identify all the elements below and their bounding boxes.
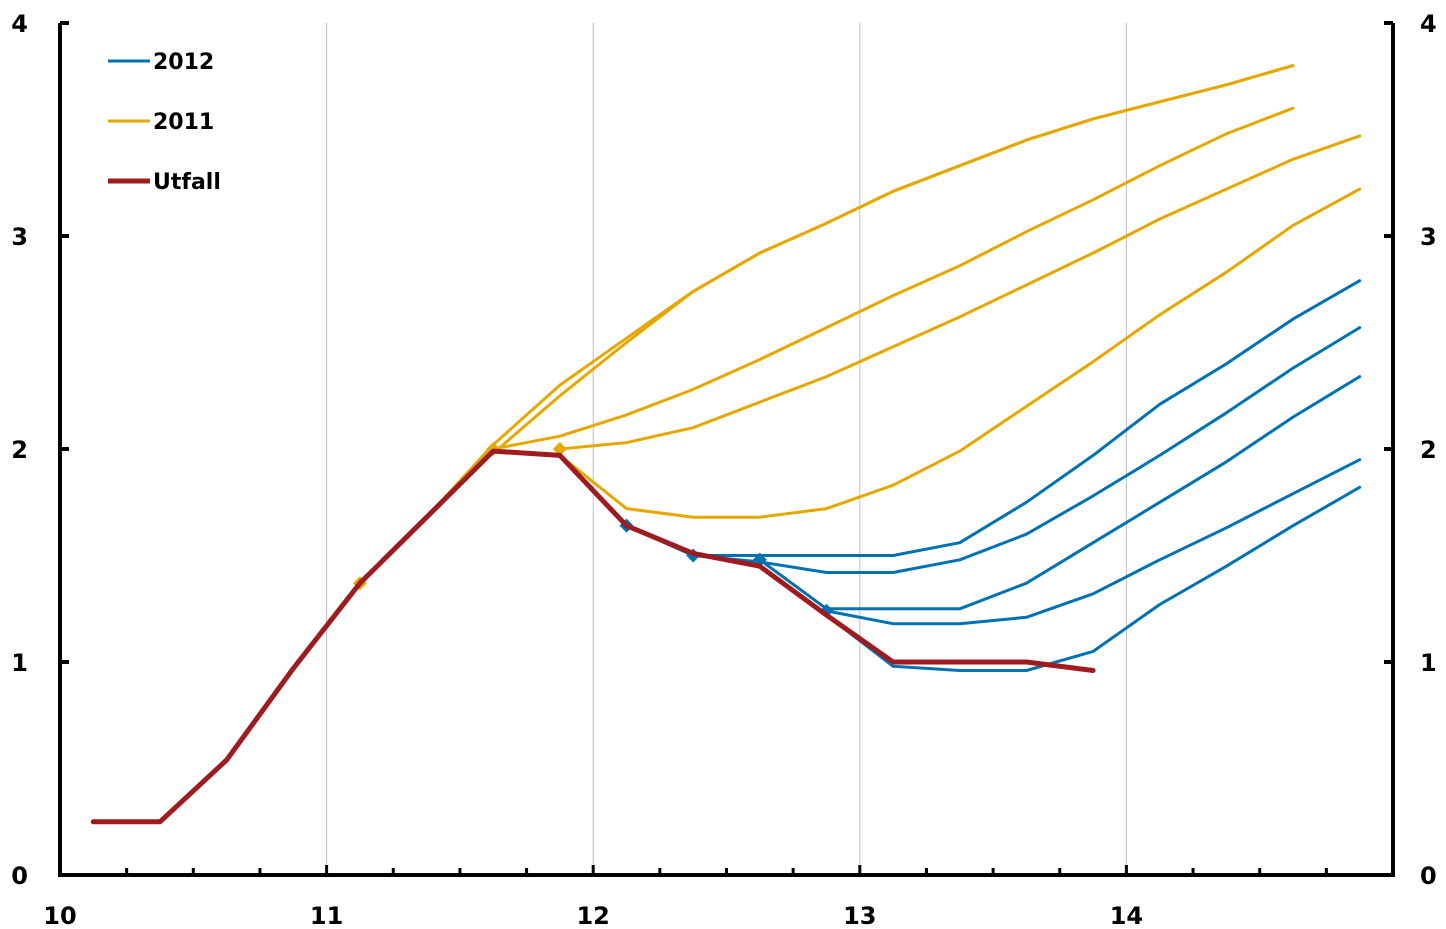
series-line-2012-9 [825,458,1362,626]
x-tick-label: 10 [43,902,76,929]
tick-labels: 0 01 12 23 34 410 11 12 13 14 [11,10,1436,929]
series-line-2011-5 [558,187,1362,519]
x-tick-label: 14 [1110,902,1143,929]
y-tick-label-right: 3 [1420,223,1437,251]
y-tick-label-right: 4 [1420,10,1437,38]
x-tick-label: 11 [310,902,343,929]
x-tick-label: 12 [576,902,609,929]
series-line-2011-2 [491,64,1295,455]
gridlines [326,23,1127,875]
series-line-Utfall-11 [90,448,1096,825]
series-line-2011-3 [491,106,1295,451]
y-tick-label-left: 1 [11,649,28,677]
y-tick-label-right: 2 [1420,436,1437,464]
y-tick-label-right: 1 [1420,649,1437,677]
legend-label-2012: 2012 [153,50,214,75]
x-tick-label: 13 [843,902,876,929]
axes [58,21,1395,877]
series-start-marker-2011 [552,442,567,456]
y-tick-label-left: 4 [11,10,28,38]
series-line-2012-10 [825,485,1362,672]
y-tick-label-left: 2 [11,436,28,464]
series-line-2012-8 [758,375,1362,611]
series-line-2012-7 [691,326,1362,574]
legend: 2012 2011 Utfall [108,50,221,195]
series-layer [90,64,1362,825]
y-tick-label-right: 0 [1420,862,1437,890]
y-tick-label-left: 3 [11,223,28,251]
legend-label-2011: 2011 [153,110,214,135]
series-line-2012-6 [625,279,1362,557]
legend-label-Utfall: Utfall [153,170,221,195]
series-line-2011-4 [558,134,1362,451]
y-tick-label-left: 0 [11,862,28,890]
